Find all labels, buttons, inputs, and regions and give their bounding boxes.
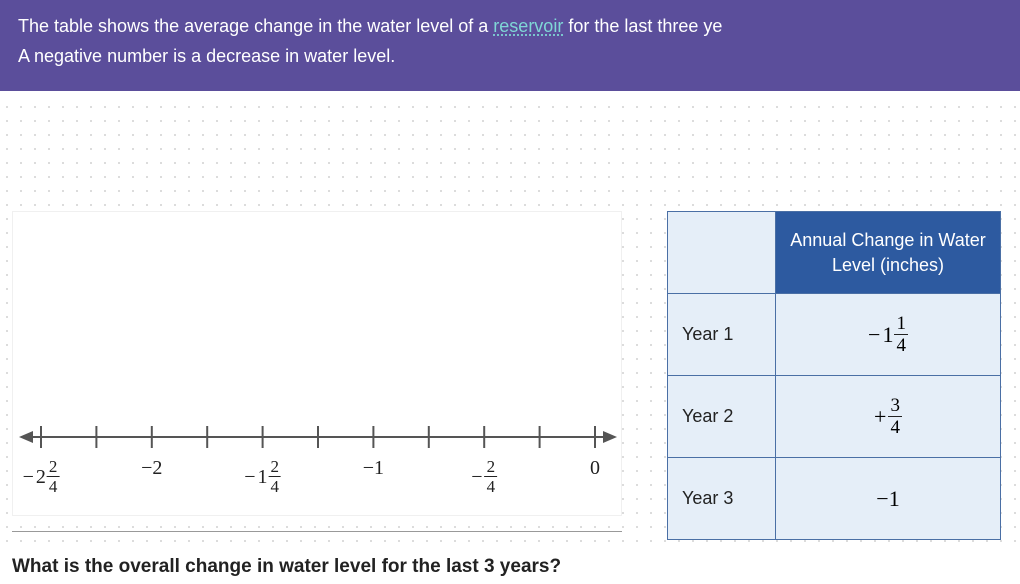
table-row: Year 2+34 — [668, 376, 1001, 458]
reservoir-link[interactable]: reservoir — [493, 16, 563, 36]
header-line2: A negative number is a decrease in water… — [18, 46, 395, 66]
row-value: −114 — [776, 294, 1001, 376]
tick-label: −2 — [141, 458, 162, 478]
row-label: Year 2 — [668, 376, 776, 458]
numberline[interactable] — [13, 417, 623, 457]
header-text-post: for the last three ye — [563, 16, 722, 36]
tick-label: −124 — [244, 458, 281, 495]
row-value: −1 — [776, 458, 1001, 540]
table-row: Year 1−114 — [668, 294, 1001, 376]
tick-label: 0 — [590, 458, 600, 478]
table-row: Year 3−1 — [668, 458, 1001, 540]
tick-label: −24 — [471, 458, 497, 495]
divider — [12, 531, 622, 532]
row-label: Year 1 — [668, 294, 776, 376]
table-col-header: Annual Change in Water Level (inches) — [776, 212, 1001, 294]
row-label: Year 3 — [668, 458, 776, 540]
question-text: What is the overall change in water leve… — [12, 551, 612, 583]
water-level-table: Annual Change in Water Level (inches) Ye… — [667, 211, 1001, 540]
header-text-pre: The table shows the average change in th… — [18, 16, 493, 36]
problem-header: The table shows the average change in th… — [0, 0, 1020, 91]
numberline-labels: −224 −2 −124 −1 −24 0 — [13, 458, 623, 508]
table-corner — [668, 212, 776, 294]
tick-label: −1 — [363, 458, 384, 478]
tick-label: −224 — [23, 458, 60, 495]
numberline-panel: −224 −2 −124 −1 −24 0 — [12, 211, 622, 516]
row-value: +34 — [776, 376, 1001, 458]
